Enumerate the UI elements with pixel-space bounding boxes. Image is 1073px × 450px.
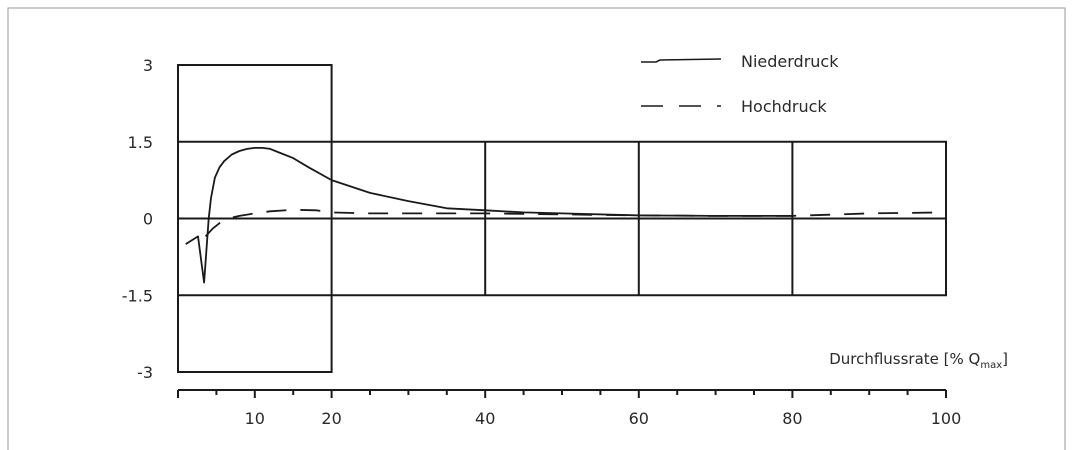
x-axis: 10 20 40 60 80 100: [177, 389, 962, 428]
y-tick-label: 1.5: [128, 133, 153, 152]
y-tick-label: -1.5: [122, 286, 153, 305]
x-tick-label: 100: [931, 409, 962, 428]
x-tick-label: 60: [629, 409, 649, 428]
outer-border: [7, 7, 1066, 450]
legend-label-niederdruck: Niederdruck: [741, 52, 839, 71]
legend: Niederdruck Hochdruck: [641, 52, 839, 116]
grid: [177, 64, 947, 373]
x-axis-title: Durchflussrate [% Qmax]: [829, 350, 1008, 371]
x-tick-label: 40: [475, 409, 495, 428]
series-line-hochdruck: [204, 208, 947, 238]
series-lines: [185, 147, 947, 284]
y-tick-label: 3: [143, 56, 153, 75]
x-tick-label: 20: [321, 409, 341, 428]
y-tick-labels: 3 1.5 0 -1.5 -3: [122, 56, 153, 382]
x-axis-title-main: Durchflussrate [% Q: [829, 350, 980, 368]
legend-swatch-niederdruck: [641, 58, 722, 63]
x-tick-label: 10: [245, 409, 265, 428]
series-line-niederdruck: [185, 147, 793, 284]
x-axis-title-suffix: ]: [1002, 350, 1008, 368]
y-tick-label: 0: [143, 210, 153, 229]
y-tick-label: -3: [137, 363, 153, 382]
x-tick-label: 80: [782, 409, 802, 428]
x-axis-title-subscript: max: [980, 360, 1002, 371]
legend-label-hochdruck: Hochdruck: [741, 97, 827, 116]
